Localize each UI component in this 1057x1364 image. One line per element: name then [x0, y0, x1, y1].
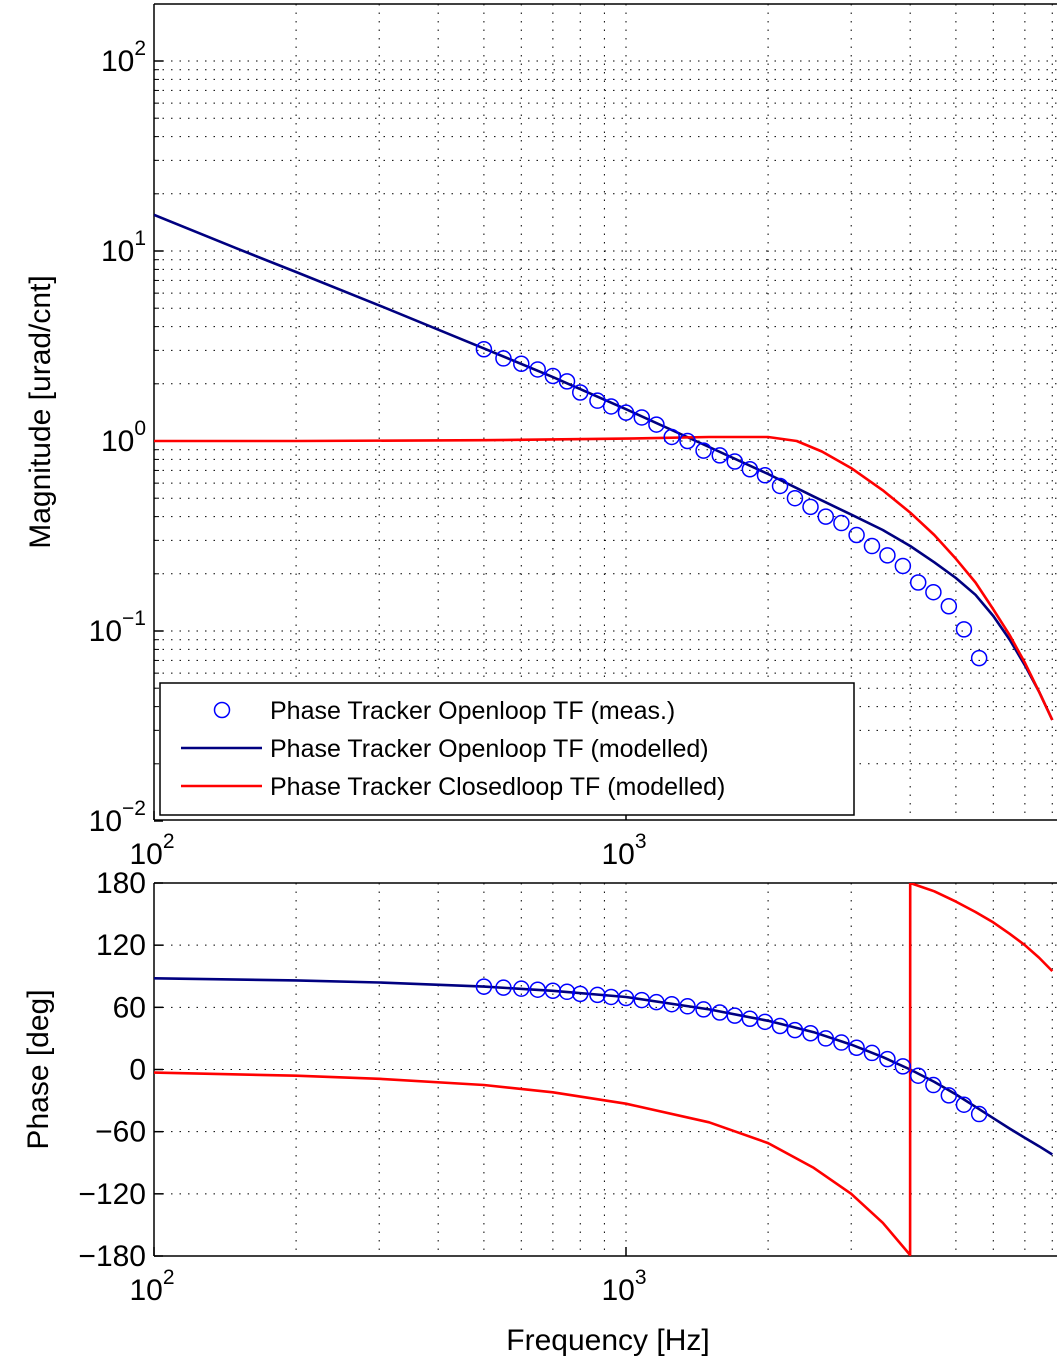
mag-data-point	[802, 498, 819, 516]
phase-data-point	[589, 986, 606, 1004]
phase-series	[154, 883, 1054, 1256]
phase-series-line-2	[154, 883, 1054, 1256]
mag-series-line-2	[154, 435, 1054, 721]
phase-data-point	[756, 1013, 774, 1031]
mag-data-point	[879, 547, 896, 564]
phase-data-point	[940, 1087, 958, 1104]
mag-data-point	[833, 514, 850, 532]
phase-data-point	[572, 985, 589, 1003]
phase-y-tick-label: 180	[96, 867, 146, 900]
phase-y-tick-label: −120	[78, 1178, 146, 1211]
mag-data-point	[495, 350, 512, 367]
phase-data-point	[863, 1044, 881, 1062]
mag-y-tick-label: 102	[101, 37, 146, 78]
mag-data-point	[970, 649, 988, 667]
phase-grid	[154, 883, 1057, 1256]
legend-entry-label: Phase Tracker Closedloop TF (modelled)	[270, 773, 725, 801]
mag-data-point	[711, 447, 729, 464]
mag-series-line-1	[154, 213, 1054, 721]
mag-data-point	[909, 574, 927, 591]
phase-data-point	[879, 1050, 896, 1068]
mag-data-point	[863, 537, 881, 555]
phase-data-point	[544, 982, 562, 1000]
mag-data-point	[786, 489, 804, 507]
phase-data-point	[679, 998, 696, 1015]
mag-data-point	[756, 467, 774, 484]
mag-data-point	[894, 557, 912, 575]
phase-y-tick-label: 0	[129, 1054, 146, 1087]
mag-data-point	[475, 341, 493, 358]
phase-x-tick-label: 102	[129, 1266, 174, 1307]
phase-data-point	[833, 1034, 850, 1051]
mag-y-tick-label: 100	[101, 417, 146, 458]
legend-marker-icon	[213, 701, 231, 719]
mag-data-point	[633, 409, 651, 426]
phase-data-point	[786, 1021, 804, 1039]
mag-y-tick-label: 101	[101, 227, 146, 268]
phase-data-point	[663, 995, 680, 1013]
mag-x-tick-label: 102	[129, 830, 174, 871]
phase-data-point	[848, 1039, 865, 1056]
phase-y-tick-label: −180	[78, 1240, 146, 1273]
mag-data-point	[663, 428, 680, 446]
mag-data-point	[817, 508, 835, 525]
mag-data-point	[771, 477, 789, 495]
mag-data-point	[558, 373, 576, 390]
mag-y-axis-title: Magnitude [urad/cnt]	[24, 275, 57, 549]
mag-data-point	[848, 526, 865, 544]
mag-y-tick-label: 10−1	[89, 607, 146, 648]
phase-x-axis-title: Frequency [Hz]	[506, 1324, 709, 1357]
mag-data-point	[529, 361, 546, 378]
mag-data-point	[513, 355, 530, 373]
mag-y-tick-label: 10−2	[89, 797, 146, 838]
phase-data-point	[802, 1024, 819, 1042]
mag-data-point	[940, 597, 958, 615]
phase-data-point	[695, 1001, 712, 1018]
phase-data-point	[894, 1058, 912, 1075]
mag-data-point	[679, 432, 696, 450]
phase-data-point	[970, 1105, 988, 1123]
phase-data-point	[495, 979, 512, 996]
mag-data-point	[925, 583, 942, 601]
legend-entry-label: Phase Tracker Openloop TF (meas.)	[270, 697, 675, 725]
phase-y-tick-label: −60	[95, 1116, 146, 1149]
phase-x-tick-label: 103	[601, 1266, 646, 1307]
phase-data-point	[817, 1030, 835, 1047]
mag-data-point	[572, 384, 589, 401]
legend: Phase Tracker Openloop TF (meas.) Phase T…	[159, 682, 855, 816]
phase-data-point	[475, 978, 493, 995]
mag-data-point	[617, 404, 635, 421]
mag-data-point	[544, 367, 562, 385]
phase-y-axis-title: Phase [deg]	[22, 989, 55, 1149]
phase-data-point	[925, 1076, 942, 1094]
mag-x-tick-label: 103	[601, 830, 646, 871]
mag-data-point	[726, 453, 744, 470]
legend-entry-label: Phase Tracker Openloop TF (modelled)	[270, 735, 709, 763]
legend-box	[159, 682, 855, 816]
mag-data-point	[648, 416, 665, 433]
phase-data-point	[955, 1096, 973, 1113]
phase-data-point	[513, 980, 530, 997]
phase-data-point	[617, 989, 635, 1007]
phase-data-point	[771, 1017, 789, 1035]
mag-data-point	[741, 461, 759, 478]
phase-data-point	[558, 983, 576, 1001]
mag-data-point	[602, 398, 620, 415]
mag-data-point	[589, 392, 606, 409]
phase-data-point	[909, 1067, 927, 1084]
phase-y-tick-label: 120	[96, 929, 146, 962]
mag-data-point	[695, 442, 712, 459]
phase-y-tick-label: 60	[113, 991, 146, 1024]
mag-series	[154, 213, 1054, 721]
mag-data-point	[955, 621, 973, 638]
